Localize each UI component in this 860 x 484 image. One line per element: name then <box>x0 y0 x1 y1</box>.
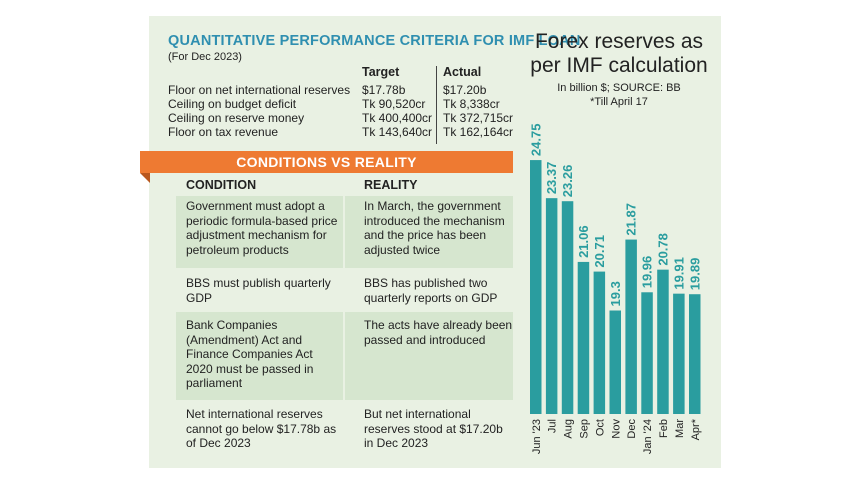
bar-value-label: 23.37 <box>544 162 559 195</box>
actual-header: Actual <box>443 65 482 79</box>
criteria-row-label: Floor on net international reserves <box>168 83 351 97</box>
bar <box>561 201 574 414</box>
bar <box>609 310 621 414</box>
bar <box>577 261 590 414</box>
reality-cell: The acts have already been passed and int… <box>364 318 513 347</box>
category-label: Mar <box>674 419 686 438</box>
criteria-actual-value: Tk 162,164cr <box>443 125 514 139</box>
bar <box>657 269 669 414</box>
criteria-target-value: Tk 143,640cr <box>362 125 433 139</box>
reality-header: REALITY <box>364 178 418 192</box>
conditions-banner: CONDITIONS VS REALITY <box>140 151 513 173</box>
reality-cell: BBS has published two quarterly reports o… <box>364 276 498 305</box>
category-label: Feb <box>658 419 670 438</box>
column-divider <box>343 196 345 268</box>
bar-value-label: 19.91 <box>671 257 686 290</box>
criteria-row-label: Ceiling on budget deficit <box>168 97 297 111</box>
bar <box>545 198 558 414</box>
column-divider <box>343 312 345 400</box>
criteria-row-label: Ceiling on reserve money <box>168 111 305 125</box>
category-label: Jan '24 <box>642 419 654 454</box>
bar-value-label: 19.3 <box>608 281 623 306</box>
category-label: Oct <box>594 419 606 436</box>
bar-value-label: 21.06 <box>576 225 591 258</box>
criteria-target-value: $17.78b <box>362 83 406 97</box>
banner-fold <box>140 173 150 183</box>
category-label: Jul <box>547 419 559 433</box>
category-label: Dec <box>626 419 638 439</box>
bar-value-label: 21.87 <box>624 203 639 236</box>
bar <box>593 271 606 414</box>
category-label: Jun '23 <box>531 419 543 454</box>
criteria-title: QUANTITATIVE PERFORMANCE CRITERIA FOR IM… <box>168 33 581 49</box>
criteria-target-value: Tk 400,400cr <box>362 111 433 125</box>
reality-cell: In March, the government introduced the m… <box>364 199 505 257</box>
bar <box>673 293 685 414</box>
category-label: Apr* <box>690 418 702 440</box>
condition-cell: Bank Companies (Amendment) Act and Finance… <box>186 318 314 390</box>
condition-cell: Government must adopt a periodic formula-… <box>186 199 338 257</box>
criteria-subtitle: (For Dec 2023) <box>168 51 242 63</box>
bar-value-label: 19.96 <box>640 256 655 289</box>
criteria-target-value: Tk 90,520cr <box>362 97 426 111</box>
criteria-actual-value: Tk 8,338cr <box>443 97 500 111</box>
category-label: Sep <box>578 419 590 439</box>
chart-title: Forex reserves as per IMF calculation <box>530 30 708 77</box>
chart-unit: In billion $; SOURCE: BB <box>557 82 681 94</box>
bar-value-label: 20.71 <box>592 235 607 268</box>
criteria-actual-value: Tk 372,715cr <box>443 111 514 125</box>
target-header: Target <box>362 65 400 79</box>
bar <box>530 160 542 414</box>
condition-header: CONDITION <box>186 178 257 192</box>
bar-value-label: 19.89 <box>687 258 702 291</box>
category-label: Nov <box>610 419 622 439</box>
criteria-actual-value: $17.20b <box>443 83 487 97</box>
category-label: Aug <box>563 419 575 439</box>
criteria-row-label: Floor on tax revenue <box>168 125 279 139</box>
bar <box>641 292 653 414</box>
condition-cell: Net international reserves cannot go belo… <box>186 407 337 450</box>
chart-note: *Till April 17 <box>590 96 648 108</box>
bar <box>689 294 701 414</box>
bar-value-label: 23.26 <box>560 165 575 198</box>
bar-value-label: 20.78 <box>655 233 670 266</box>
bar-value-label: 24.75 <box>528 124 543 157</box>
reality-cell: But net international reserves stood at $… <box>364 407 503 450</box>
criteria-divider <box>436 66 437 144</box>
condition-cell: BBS must publish quarterly GDP <box>186 276 331 305</box>
bar <box>625 239 637 414</box>
